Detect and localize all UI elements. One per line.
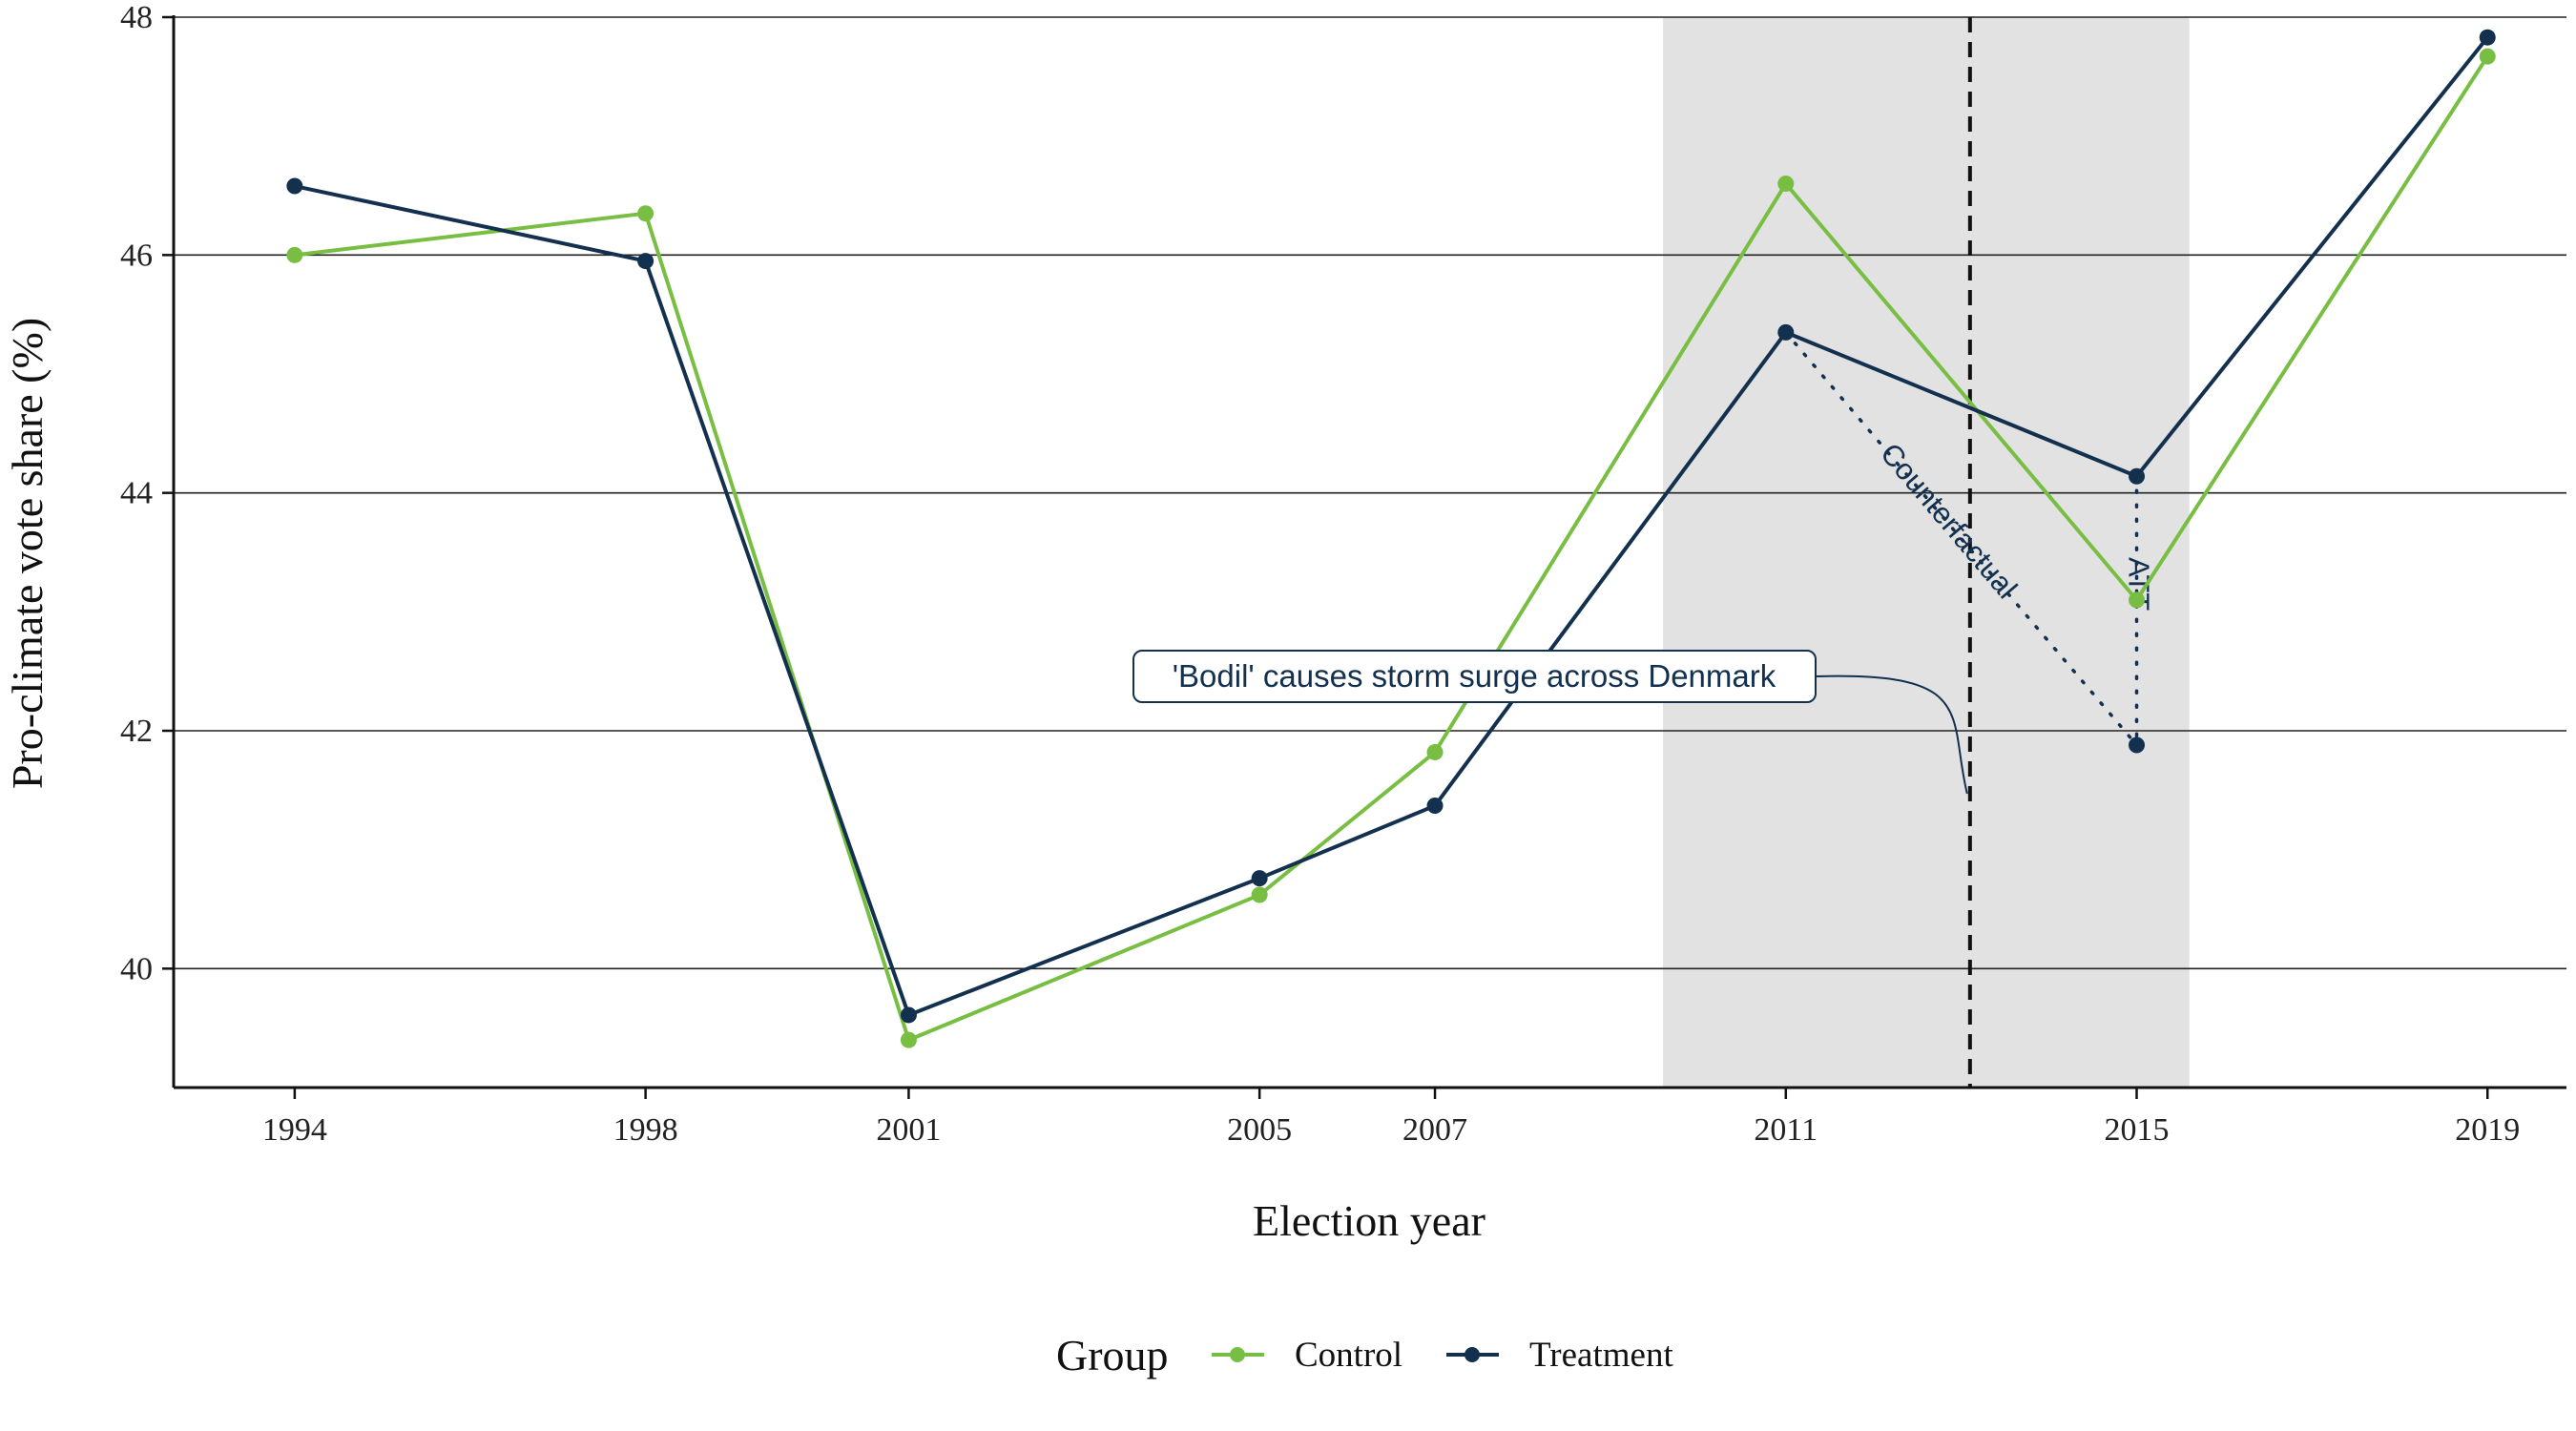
series-line-control <box>294 55 2489 1043</box>
x-tick-label-1994: 1994 <box>262 1112 327 1148</box>
point-treatment-2011 <box>1777 323 1795 341</box>
point-control-1998 <box>637 205 654 222</box>
series-points <box>286 29 2496 1048</box>
x-tick-label-2007: 2007 <box>1402 1112 1467 1148</box>
x-tick-label-2015: 2015 <box>2105 1112 2170 1148</box>
treatment-period-shading <box>1663 17 2190 1088</box>
legend-label-treatment: Treatment <box>1529 1336 1673 1375</box>
series-lines <box>294 35 2489 1043</box>
x-axis-title: Election year <box>1253 1196 1485 1245</box>
point-control-2005 <box>1251 886 1268 903</box>
point-control-1994 <box>286 246 303 263</box>
counterfactual-point <box>2129 736 2146 754</box>
point-treatment-2015 <box>2129 467 2146 485</box>
legend: Group Control Treatment <box>1056 1331 1673 1379</box>
legend-key-control-point <box>1230 1347 1245 1362</box>
point-treatment-2001 <box>900 1006 917 1024</box>
y-tick-label-46: 46 <box>120 238 153 273</box>
series-line-treatment <box>294 35 2489 1017</box>
point-treatment-2005 <box>1251 870 1268 887</box>
point-treatment-2007 <box>1426 798 1444 815</box>
x-tick-label-2011: 2011 <box>1754 1112 1818 1148</box>
point-control-2007 <box>1426 743 1444 760</box>
x-tick-label-2019: 2019 <box>2455 1112 2520 1148</box>
callout: 'Bodil' causes storm surge across Denmar… <box>1132 650 1817 703</box>
legend-title: Group <box>1056 1331 1169 1379</box>
x-tick-label-2001: 2001 <box>876 1112 941 1148</box>
point-treatment-1998 <box>637 253 654 270</box>
point-treatment-2019 <box>2479 29 2496 46</box>
point-control-2019 <box>2479 48 2496 65</box>
callout-connector <box>1815 674 1968 795</box>
axis-ticks: 1994 1998 2001 2005 2007 2011 2015 2019 40 42 44 46… <box>120 0 2520 1148</box>
legend-key-treatment-point <box>1465 1347 1480 1362</box>
y-tick-label-48: 48 <box>120 0 153 35</box>
y-axis-title: Pro-climate vote share (%) <box>3 318 52 789</box>
x-tick-label-1998: 1998 <box>613 1112 678 1148</box>
callout-box <box>1132 650 1817 703</box>
point-control-2015 <box>2129 591 2146 609</box>
point-treatment-1994 <box>286 177 303 195</box>
point-control-2001 <box>900 1031 917 1048</box>
gridlines <box>174 16 2566 970</box>
y-tick-label-44: 44 <box>120 476 153 511</box>
y-tick-label-40: 40 <box>120 951 153 986</box>
callout-text: 'Bodil' causes storm surge across Denmar… <box>1173 658 1776 694</box>
x-tick-label-2005: 2005 <box>1227 1112 1292 1148</box>
point-control-2011 <box>1777 176 1795 193</box>
counterfactual-line <box>1784 330 2139 747</box>
legend-label-control: Control <box>1295 1336 1402 1375</box>
y-tick-label-42: 42 <box>120 714 153 749</box>
